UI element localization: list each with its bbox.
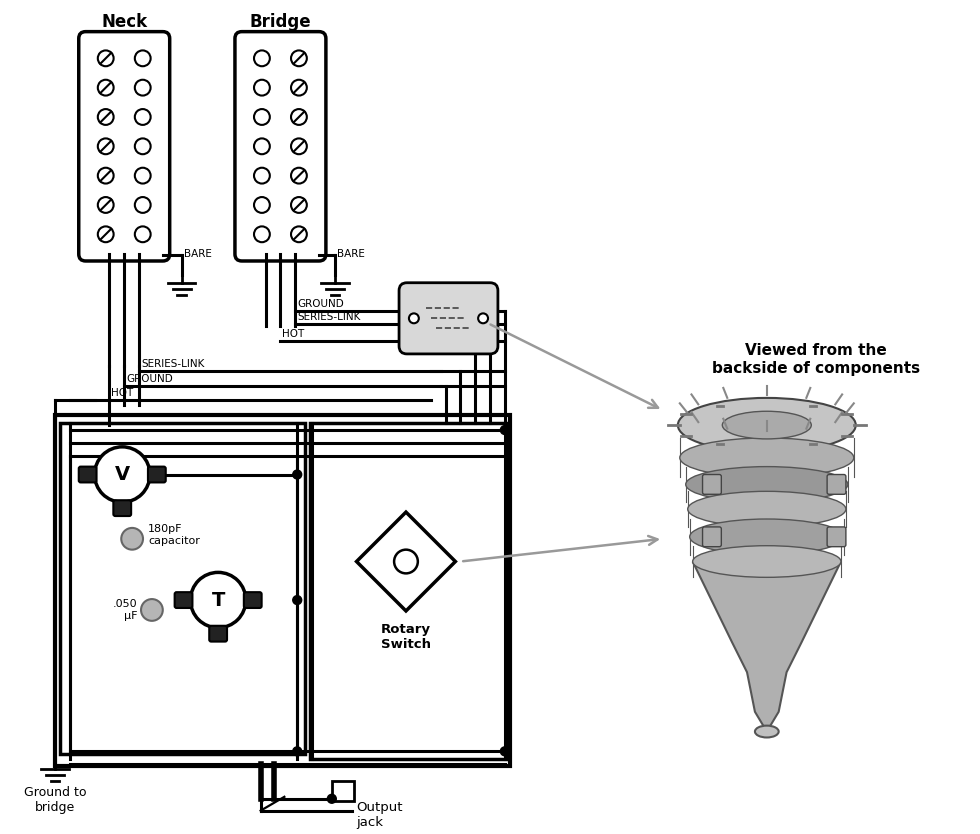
Circle shape bbox=[293, 470, 302, 479]
Text: Output
jack: Output jack bbox=[357, 801, 403, 829]
Text: SERIES-LINK: SERIES-LINK bbox=[297, 312, 361, 322]
Ellipse shape bbox=[693, 545, 841, 577]
FancyBboxPatch shape bbox=[703, 475, 721, 495]
Text: 180pF
capacitor: 180pF capacitor bbox=[148, 524, 200, 545]
Circle shape bbox=[98, 226, 114, 242]
Text: BARE: BARE bbox=[183, 249, 212, 259]
Circle shape bbox=[291, 226, 307, 242]
Ellipse shape bbox=[755, 726, 779, 737]
FancyBboxPatch shape bbox=[827, 527, 846, 547]
Circle shape bbox=[394, 550, 417, 574]
FancyBboxPatch shape bbox=[78, 466, 97, 482]
Circle shape bbox=[135, 197, 151, 213]
Circle shape bbox=[254, 109, 270, 125]
FancyBboxPatch shape bbox=[78, 32, 170, 261]
Circle shape bbox=[190, 572, 246, 628]
Circle shape bbox=[501, 747, 510, 756]
Circle shape bbox=[98, 168, 114, 183]
Circle shape bbox=[141, 599, 163, 620]
Circle shape bbox=[291, 197, 307, 213]
FancyBboxPatch shape bbox=[244, 592, 262, 608]
Text: GROUND: GROUND bbox=[126, 374, 172, 384]
Circle shape bbox=[409, 314, 418, 324]
Circle shape bbox=[98, 50, 114, 66]
FancyBboxPatch shape bbox=[148, 466, 166, 482]
Circle shape bbox=[135, 168, 151, 183]
Circle shape bbox=[135, 109, 151, 125]
Text: Viewed from the: Viewed from the bbox=[746, 343, 887, 358]
Circle shape bbox=[98, 80, 114, 96]
Text: backside of components: backside of components bbox=[712, 360, 920, 375]
Circle shape bbox=[254, 168, 270, 183]
FancyBboxPatch shape bbox=[703, 527, 721, 547]
Text: Neck: Neck bbox=[101, 13, 147, 31]
Circle shape bbox=[254, 197, 270, 213]
FancyBboxPatch shape bbox=[827, 475, 846, 495]
Bar bbox=[332, 781, 354, 801]
Circle shape bbox=[98, 138, 114, 154]
Circle shape bbox=[122, 528, 143, 550]
FancyBboxPatch shape bbox=[235, 32, 326, 261]
Text: V: V bbox=[115, 465, 129, 484]
Text: SERIES-LINK: SERIES-LINK bbox=[141, 359, 205, 369]
Circle shape bbox=[327, 794, 336, 803]
Circle shape bbox=[291, 138, 307, 154]
Ellipse shape bbox=[690, 519, 844, 555]
FancyBboxPatch shape bbox=[210, 626, 227, 641]
Text: Rotary
Switch: Rotary Switch bbox=[381, 623, 431, 651]
Ellipse shape bbox=[678, 398, 856, 452]
Ellipse shape bbox=[688, 491, 846, 527]
Text: .050
μF: .050 μF bbox=[113, 599, 137, 620]
Text: Ground to
bridge: Ground to bridge bbox=[24, 786, 86, 814]
Circle shape bbox=[291, 109, 307, 125]
Circle shape bbox=[291, 168, 307, 183]
FancyBboxPatch shape bbox=[174, 592, 192, 608]
FancyBboxPatch shape bbox=[399, 283, 498, 354]
Bar bbox=[60, 423, 305, 754]
Circle shape bbox=[135, 226, 151, 242]
Circle shape bbox=[254, 80, 270, 96]
Text: HOT: HOT bbox=[282, 329, 305, 339]
Circle shape bbox=[254, 50, 270, 66]
Text: GROUND: GROUND bbox=[297, 299, 344, 309]
Ellipse shape bbox=[680, 438, 854, 478]
Circle shape bbox=[478, 314, 488, 324]
Circle shape bbox=[254, 138, 270, 154]
Bar bbox=[310, 423, 506, 759]
Circle shape bbox=[501, 425, 510, 435]
Circle shape bbox=[293, 595, 302, 605]
Bar bbox=[55, 415, 510, 766]
Circle shape bbox=[293, 747, 302, 756]
Circle shape bbox=[254, 226, 270, 242]
Ellipse shape bbox=[686, 466, 848, 502]
Circle shape bbox=[291, 50, 307, 66]
Circle shape bbox=[135, 80, 151, 96]
Circle shape bbox=[98, 197, 114, 213]
Text: HOT: HOT bbox=[112, 389, 133, 399]
Circle shape bbox=[135, 138, 151, 154]
Text: BARE: BARE bbox=[337, 249, 365, 259]
Circle shape bbox=[94, 447, 150, 502]
Circle shape bbox=[135, 50, 151, 66]
Circle shape bbox=[291, 80, 307, 96]
Polygon shape bbox=[693, 561, 841, 731]
Text: T: T bbox=[212, 590, 224, 610]
Ellipse shape bbox=[722, 411, 811, 439]
FancyBboxPatch shape bbox=[114, 500, 131, 516]
Text: Bridge: Bridge bbox=[250, 13, 312, 31]
Circle shape bbox=[98, 109, 114, 125]
Polygon shape bbox=[357, 512, 456, 611]
